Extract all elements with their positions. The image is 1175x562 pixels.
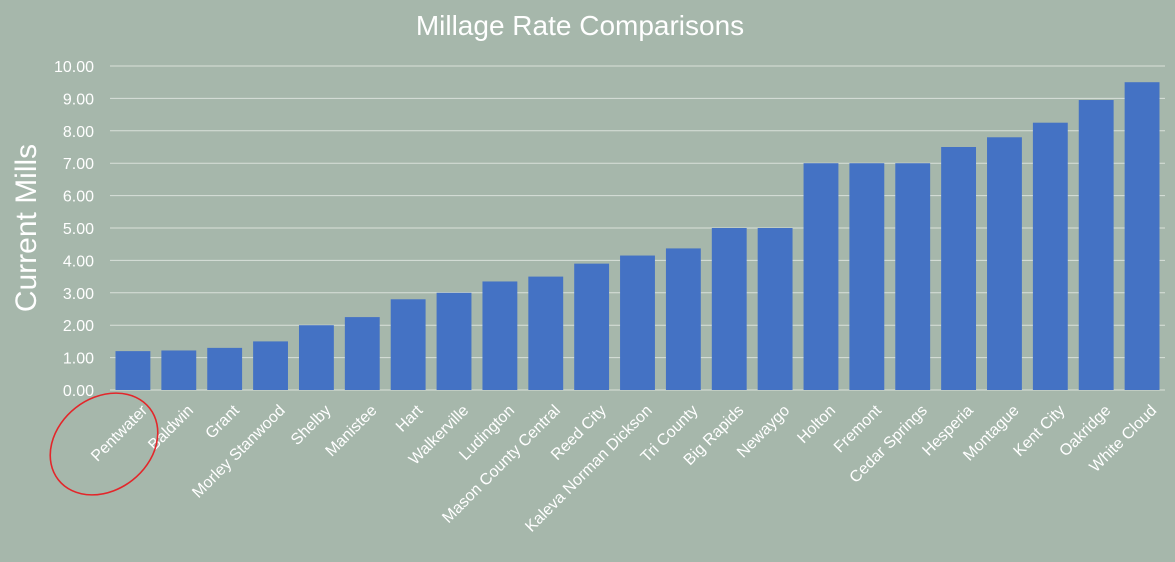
y-tick-label: 10.00 [54,59,94,76]
bar-holton [803,163,839,390]
y-tick-label: 3.00 [63,286,94,303]
bar-big-rapids [711,228,747,390]
bar-reed-city [574,263,610,390]
bar-morley-stanwood [253,341,288,390]
highlight-ellipse [49,392,159,496]
bar-ludington [482,281,518,390]
bar-fremont [849,163,885,390]
bar-kent-city [1032,122,1068,390]
bar-hesperia [941,147,977,390]
bar-baldwin [161,350,197,390]
y-tick-label: 9.00 [63,91,94,108]
y-axis-title: Current Mills [10,144,43,312]
bar-kaleva-norman-dickson [620,255,655,390]
bar-shelby [298,325,334,390]
bar-mason-county-central [528,276,564,390]
bar-white-cloud [1124,82,1160,390]
bar-newaygo [757,228,793,390]
y-axis-ticks: 0.00 1.00 2.00 3.00 4.00 5.00 6.00 7.00 8.00 9.00… [54,59,94,400]
y-tick-label: 6.00 [63,189,94,206]
y-tick-label: 0.00 [63,383,94,400]
y-tick-label: 7.00 [63,156,94,173]
bar-pentwater [115,351,151,390]
y-tick-label: 5.00 [63,221,94,238]
bar-oakridge [1078,100,1114,391]
bar-cedar-springs [895,163,931,390]
bar-hart [390,299,426,390]
y-tick-label: 2.00 [63,318,94,335]
y-tick-label: 8.00 [63,124,94,141]
bar-walkerville [436,292,472,390]
y-tick-label: 1.00 [63,351,94,368]
bar-tri-county [665,248,701,390]
bar-grant [207,347,243,390]
chart-title: Millage Rate Comparisons [416,10,744,41]
y-tick-label: 4.00 [63,253,94,270]
bars [115,82,1160,391]
bar-manistee [344,317,380,390]
bar-montague [987,137,1022,390]
